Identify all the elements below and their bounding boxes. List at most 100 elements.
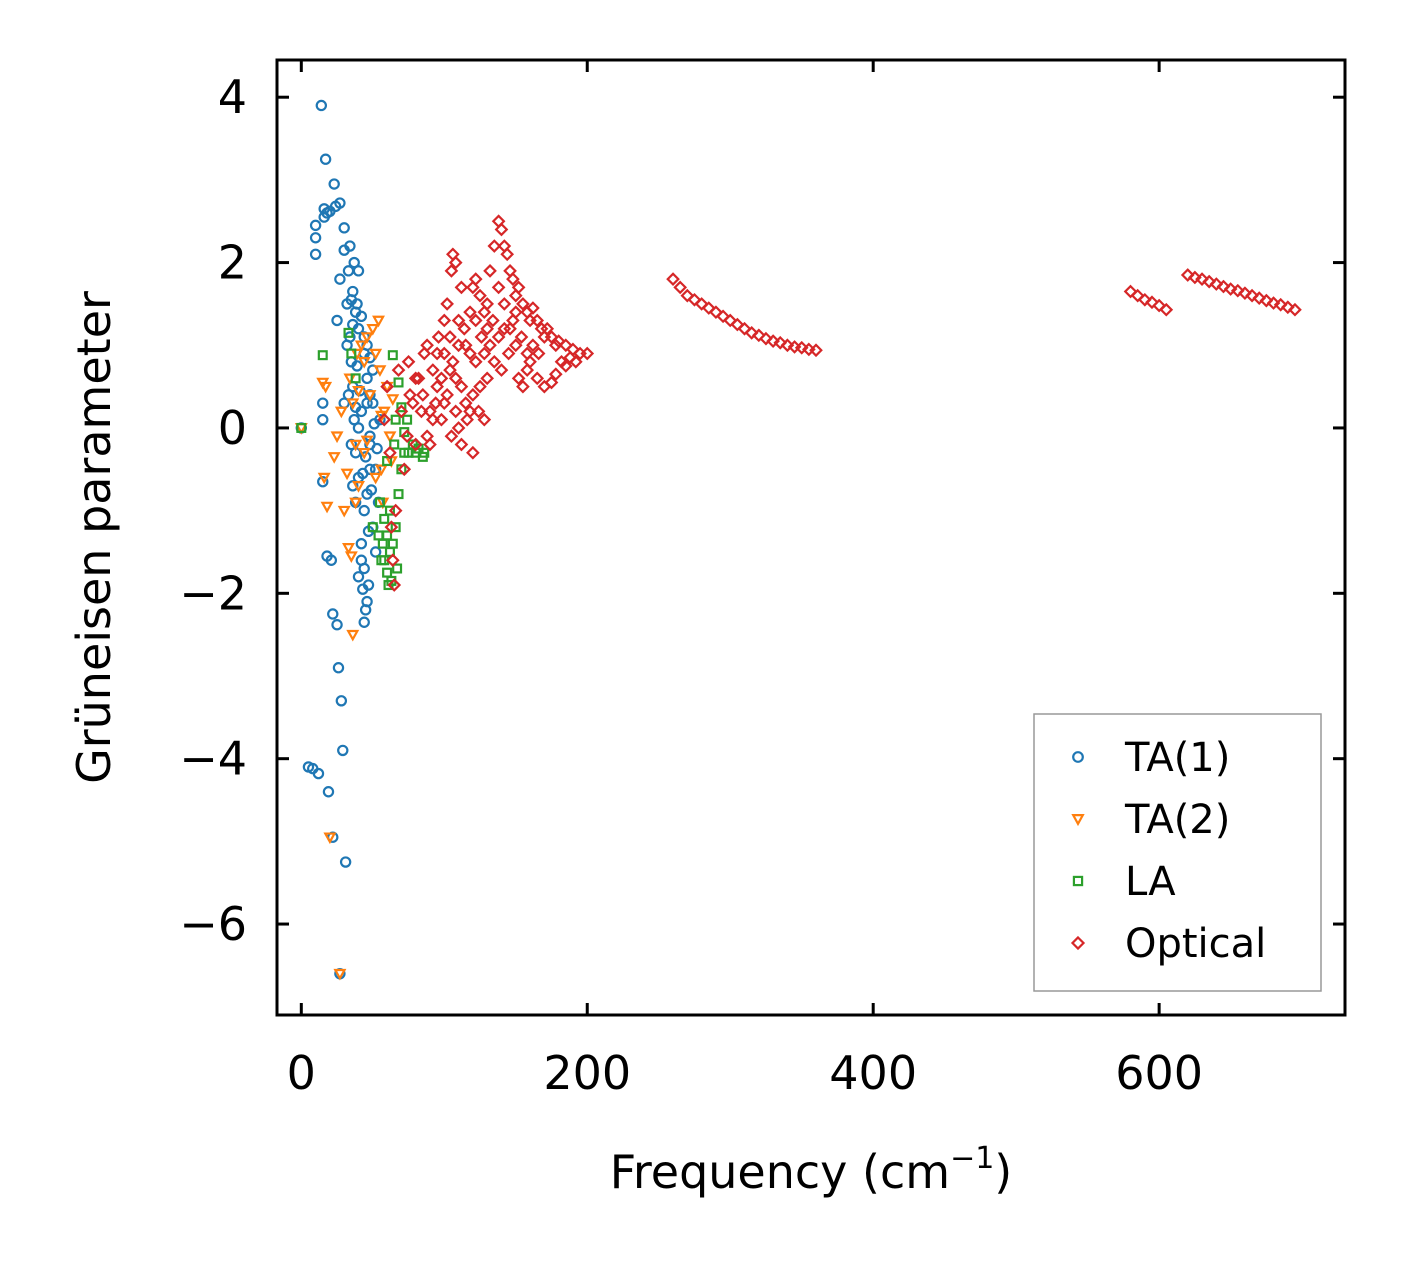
data-point <box>508 305 523 320</box>
data-point <box>687 292 702 307</box>
data-point <box>346 348 357 359</box>
data-point <box>317 475 329 488</box>
data-point <box>451 421 466 435</box>
data-point <box>373 365 387 377</box>
data-point <box>369 348 383 361</box>
data-point <box>1238 286 1252 301</box>
data-point <box>466 445 480 460</box>
legend-label: TA(2) <box>1124 797 1230 843</box>
data-point <box>526 301 540 315</box>
data-point <box>444 429 459 444</box>
data-point <box>327 452 341 464</box>
data-point <box>334 273 346 285</box>
data-point <box>1273 297 1288 312</box>
data-point <box>346 629 360 642</box>
data-point <box>384 520 399 535</box>
data-point <box>473 379 487 394</box>
data-point <box>516 297 530 311</box>
data-point <box>384 505 395 516</box>
data-point <box>680 288 695 303</box>
data-point <box>508 338 523 353</box>
data-point <box>434 371 449 386</box>
data-point <box>1223 282 1238 296</box>
data-point <box>349 497 363 510</box>
data-point <box>500 247 515 262</box>
data-point <box>351 360 363 372</box>
data-point <box>361 397 373 409</box>
data-point <box>520 346 535 361</box>
data-point <box>373 530 384 541</box>
data-point <box>355 554 368 566</box>
data-point <box>361 595 373 608</box>
data-point <box>360 435 374 448</box>
data-point <box>359 451 372 463</box>
data-point <box>371 442 383 455</box>
data-point <box>1180 268 1195 282</box>
data-point <box>352 385 365 398</box>
data-point <box>393 489 404 500</box>
data-point <box>520 363 535 377</box>
data-point <box>1259 293 1274 308</box>
data-point <box>331 619 343 631</box>
data-point <box>411 371 426 386</box>
data-point <box>457 321 472 336</box>
data-point <box>396 402 407 413</box>
data-point <box>337 505 351 518</box>
data-point <box>709 305 723 320</box>
data-point <box>369 546 382 558</box>
data-point <box>374 464 388 477</box>
data-point <box>483 263 497 278</box>
data-point <box>380 379 394 394</box>
data-point <box>430 379 444 394</box>
data-point <box>425 412 440 427</box>
data-point <box>362 579 375 591</box>
data-point <box>487 239 502 253</box>
data-point <box>1216 279 1231 294</box>
data-point <box>358 616 370 628</box>
data-point <box>328 178 340 190</box>
data-point <box>405 396 420 410</box>
data-point <box>372 315 385 328</box>
data-point <box>399 447 410 458</box>
data-point <box>367 522 378 533</box>
data-point <box>334 197 346 209</box>
data-point <box>387 350 398 361</box>
data-point <box>516 379 530 394</box>
y-tick-label: −6 <box>179 897 247 951</box>
data-point <box>673 280 688 295</box>
data-point <box>701 301 716 315</box>
data-point <box>530 371 545 386</box>
data-point <box>460 412 474 427</box>
data-point <box>343 327 354 338</box>
data-point <box>415 388 430 402</box>
data-point <box>463 305 477 320</box>
data-point <box>340 468 354 481</box>
data-point <box>477 346 492 361</box>
data-point <box>369 472 383 485</box>
data-point <box>357 357 371 369</box>
data-point <box>387 578 402 592</box>
data-point <box>317 350 328 361</box>
data-point <box>350 373 361 384</box>
data-point <box>1188 270 1202 285</box>
labels-layer: 0 200 400 600 4 2 0 −2 −4 −6 Frequency (cm−1) Grüne… <box>67 70 1203 1199</box>
data-point <box>730 317 745 332</box>
data-point <box>1137 292 1152 307</box>
data-point <box>1123 284 1138 299</box>
data-point <box>358 504 370 517</box>
data-point <box>503 321 517 336</box>
data-point <box>377 412 392 427</box>
y-axis-label: Grüneisen parameter <box>67 291 121 784</box>
data-point <box>394 404 409 419</box>
data-point <box>716 309 730 324</box>
data-point <box>401 354 416 369</box>
data-point <box>477 412 492 427</box>
data-point <box>309 248 322 261</box>
data-point <box>480 371 495 386</box>
data-point <box>1266 296 1281 310</box>
data-point <box>568 354 583 369</box>
data-point <box>323 832 337 845</box>
data-point <box>440 297 454 311</box>
x-tick-label: 600 <box>1115 1046 1203 1100</box>
data-point <box>444 263 459 278</box>
